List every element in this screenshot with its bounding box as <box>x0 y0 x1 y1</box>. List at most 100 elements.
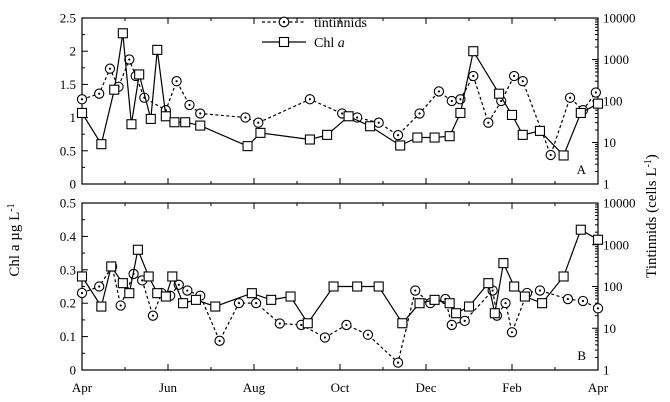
tintinnids-point-center <box>80 98 84 101</box>
chl-point <box>132 244 143 255</box>
x-tick-label: Oct <box>331 380 350 395</box>
chl-point <box>397 318 408 329</box>
x-tick-label: Dec <box>416 380 437 395</box>
tintinnids-point-center <box>175 80 178 83</box>
left-tick-label: 2 <box>70 44 77 59</box>
right-tick-label: 1000 <box>603 52 629 67</box>
tintinnids-point-center <box>151 314 155 317</box>
tintinnids-point-center <box>108 67 112 70</box>
chl-point <box>160 111 171 122</box>
x-tick-label: Feb <box>502 380 522 395</box>
tintinnids-point-center <box>366 333 370 336</box>
tintinnids-point-center <box>450 99 453 103</box>
chl-point <box>304 134 315 145</box>
legend-chl-marker <box>278 36 290 48</box>
tintinnids-point-center <box>257 121 260 124</box>
chl-point <box>498 258 509 269</box>
chl-point <box>463 301 475 312</box>
x-tick-label: Apr <box>72 380 93 395</box>
panel-a: 0 0.5 1 1.5 2 2.5 1 10 100 1000 10000 A <box>60 11 636 192</box>
x-tick-label: Aug <box>243 380 266 395</box>
tintinnids-point-center <box>323 336 327 339</box>
right-tick-label: 100 <box>603 279 623 294</box>
chl-point <box>519 291 530 302</box>
panels: 0 0.5 1 1.5 2 2.5 1 10 100 1000 10000 A 0 0.1 0.2 0.3 0.… <box>60 11 636 396</box>
chl-point <box>444 131 455 142</box>
tintinnids-point-center <box>521 80 524 83</box>
chl-point <box>109 84 120 95</box>
chl-point <box>96 139 107 150</box>
tintinnids-point-center <box>356 116 359 119</box>
chl-point <box>328 281 339 292</box>
tintinnids-point-center <box>128 58 131 61</box>
legend: tintinnids Chl a <box>262 16 367 51</box>
y-left-title-main: Chl a µg L <box>7 212 23 277</box>
legend-chl-label: Chl a <box>314 36 345 51</box>
chl-point <box>195 120 206 131</box>
tintinnids-point-center <box>418 112 421 115</box>
chl-point <box>178 298 189 309</box>
left-tick-label: 0.5 <box>60 196 76 211</box>
legend-tintinnids-label: tintinnids <box>314 16 367 31</box>
tintinnids-point-center <box>513 74 516 78</box>
left-tick-label: 0.4 <box>60 229 77 244</box>
tintinnids-point-center <box>566 297 570 301</box>
tintinnids-series-line <box>81 265 599 364</box>
chl-point <box>592 234 604 245</box>
right-tick-label: 100 <box>603 94 623 109</box>
tintinnids-point-center <box>596 307 600 310</box>
tintinnids-point-center <box>119 304 122 307</box>
chl-point <box>575 107 586 119</box>
legend-chl-italic: a <box>338 36 345 51</box>
tintinnids-point-center <box>472 74 475 78</box>
tintinnids-point-center <box>549 153 552 157</box>
chl-point <box>322 129 333 140</box>
tintinnids-point-center <box>459 98 462 101</box>
left-tick-label: 0 <box>70 177 77 192</box>
chl-point <box>117 278 128 289</box>
chl-point <box>180 117 191 128</box>
tintinnids-point-center <box>437 90 440 93</box>
tintinnids-point-center <box>396 134 400 137</box>
tintinnids-point-center <box>345 323 348 327</box>
chl-point <box>134 69 145 80</box>
tintinnids-point-center <box>450 323 453 327</box>
chl-point <box>210 301 221 312</box>
chl-point <box>592 98 604 109</box>
chl-point <box>451 308 462 319</box>
chl-point <box>160 291 171 302</box>
tintinnids-point-center <box>491 289 494 292</box>
right-tick-label: 1 <box>603 363 610 378</box>
x-tick-label: Jun <box>159 380 178 395</box>
tintinnids-point-center <box>414 289 417 292</box>
chl-point <box>365 121 376 132</box>
chl-point <box>242 141 253 152</box>
right-tick-label: 1000 <box>603 237 629 252</box>
chl-point <box>517 129 528 140</box>
tintinnids-point-center <box>237 302 241 305</box>
tintinnids-point-center <box>278 322 281 325</box>
chl-point <box>145 113 156 124</box>
right-tick-label: 1 <box>603 177 610 192</box>
left-tick-label: 1 <box>70 110 77 125</box>
y-right-title-close: ) <box>644 154 660 159</box>
chl-point <box>412 132 423 143</box>
legend-chl-prefix: Chl <box>314 36 338 51</box>
tintinnids-point-center <box>538 289 542 292</box>
chl-point <box>106 261 117 272</box>
tintinnids-point-center <box>80 291 84 295</box>
y-right-title-sup: -1 <box>643 159 654 167</box>
chl-point <box>444 298 455 309</box>
tintinnids-point-center <box>463 319 466 322</box>
chl-point <box>143 271 154 282</box>
chl-point <box>506 109 518 120</box>
tintinnids-point-center <box>568 96 572 99</box>
chl-point <box>124 288 135 299</box>
left-tick-label: 0.5 <box>60 143 76 158</box>
chl-point <box>373 281 384 292</box>
chl-point <box>76 271 88 282</box>
tintinnids-point-center <box>341 112 344 115</box>
chl-point <box>167 271 178 282</box>
chl-point <box>558 271 569 282</box>
tintinnids-point-center <box>487 121 490 124</box>
